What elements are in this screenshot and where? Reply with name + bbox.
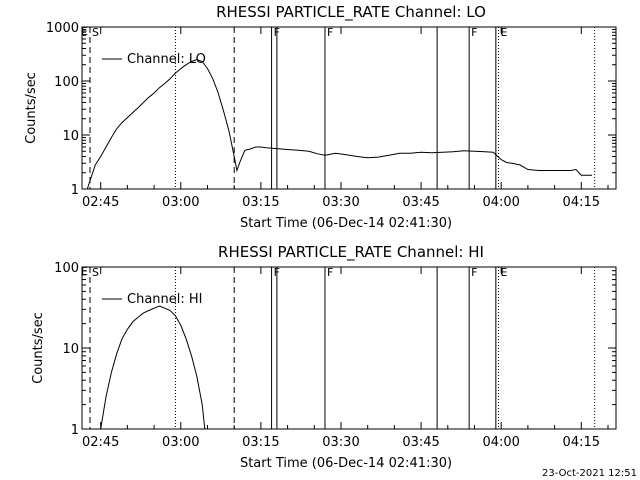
x-tick-label: 04:00 (482, 195, 519, 210)
chart-title: RHESSI PARTICLE_RATE Channel: LO (216, 3, 486, 22)
x-tick-label: 04:15 (563, 435, 600, 450)
x-tick-label: 03:45 (402, 435, 439, 450)
x-tick-label: 02:45 (82, 435, 119, 450)
x-tick-label: 04:15 (563, 195, 600, 210)
y-tick-label: 1000 (46, 21, 79, 36)
series-layer (100, 305, 206, 430)
footer-timestamp: 23-Oct-2021 12:51 (542, 468, 637, 479)
series-layer (86, 58, 592, 190)
chart-title: RHESSI PARTICLE_RATE Channel: HI (218, 243, 484, 262)
x-tick-label: 03:30 (322, 195, 359, 210)
time-markers: SFFFE (89, 26, 596, 189)
corner-label: E (81, 265, 88, 278)
hi-channel-panel: RHESSI PARTICLE_RATE Channel: HI Counts/… (31, 243, 617, 471)
legend-entry: Channel: LO (127, 52, 206, 67)
time-marker-label: F (327, 26, 333, 39)
y-tick-label: 10 (62, 342, 79, 357)
y-axis-label: Counts/sec (24, 72, 39, 144)
time-marker-label: F (327, 266, 333, 279)
chart-legend: Channel: HI (102, 292, 203, 307)
tick-layer: 02:45 03:00 03:15 03:30 03:45 04:00 04:15 1 10 10… (54, 261, 616, 450)
legend-entry: Channel: HI (127, 292, 203, 307)
x-tick-label: 03:30 (322, 435, 359, 450)
time-marker-label: F (471, 26, 477, 39)
x-tick-label: 03:00 (162, 195, 199, 210)
tick-layer: 02:45 03:00 03:15 03:30 03:45 04:00 04:15 1 10 10… (46, 21, 616, 210)
series-line-0 (100, 305, 206, 430)
x-axis-label: Start Time (06-Dec-14 02:41:30) (240, 216, 452, 231)
x-tick-label: 02:45 (82, 195, 119, 210)
x-tick-label: 03:45 (402, 195, 439, 210)
y-axis-label: Counts/sec (31, 312, 46, 384)
lo-channel-panel: RHESSI PARTICLE_RATE Channel: LO Counts/… (24, 3, 617, 231)
x-tick-label: 03:15 (242, 435, 279, 450)
y-tick-label: 1 (71, 423, 79, 438)
x-axis-label: Start Time (06-Dec-14 02:41:30) (240, 456, 452, 471)
y-tick-label: 1 (71, 183, 79, 198)
time-marker-label: E (501, 26, 508, 39)
x-tick-label: 03:15 (242, 195, 279, 210)
series-line-0 (86, 58, 592, 190)
x-tick-label: 03:00 (162, 435, 199, 450)
chart-legend: Channel: LO (102, 52, 206, 67)
corner-label: E (81, 25, 88, 38)
time-marker-label: S (92, 26, 99, 39)
y-tick-label: 10 (62, 129, 79, 144)
time-markers: SFFFE (89, 266, 596, 429)
x-tick-label: 04:00 (482, 435, 519, 450)
plot-frame (81, 26, 617, 190)
time-marker-label: S (92, 266, 99, 279)
plot-frame (81, 266, 617, 430)
time-marker-label: E (501, 266, 508, 279)
time-marker-label: F (471, 266, 477, 279)
y-tick-label: 100 (54, 261, 79, 276)
y-tick-label: 100 (54, 75, 79, 90)
